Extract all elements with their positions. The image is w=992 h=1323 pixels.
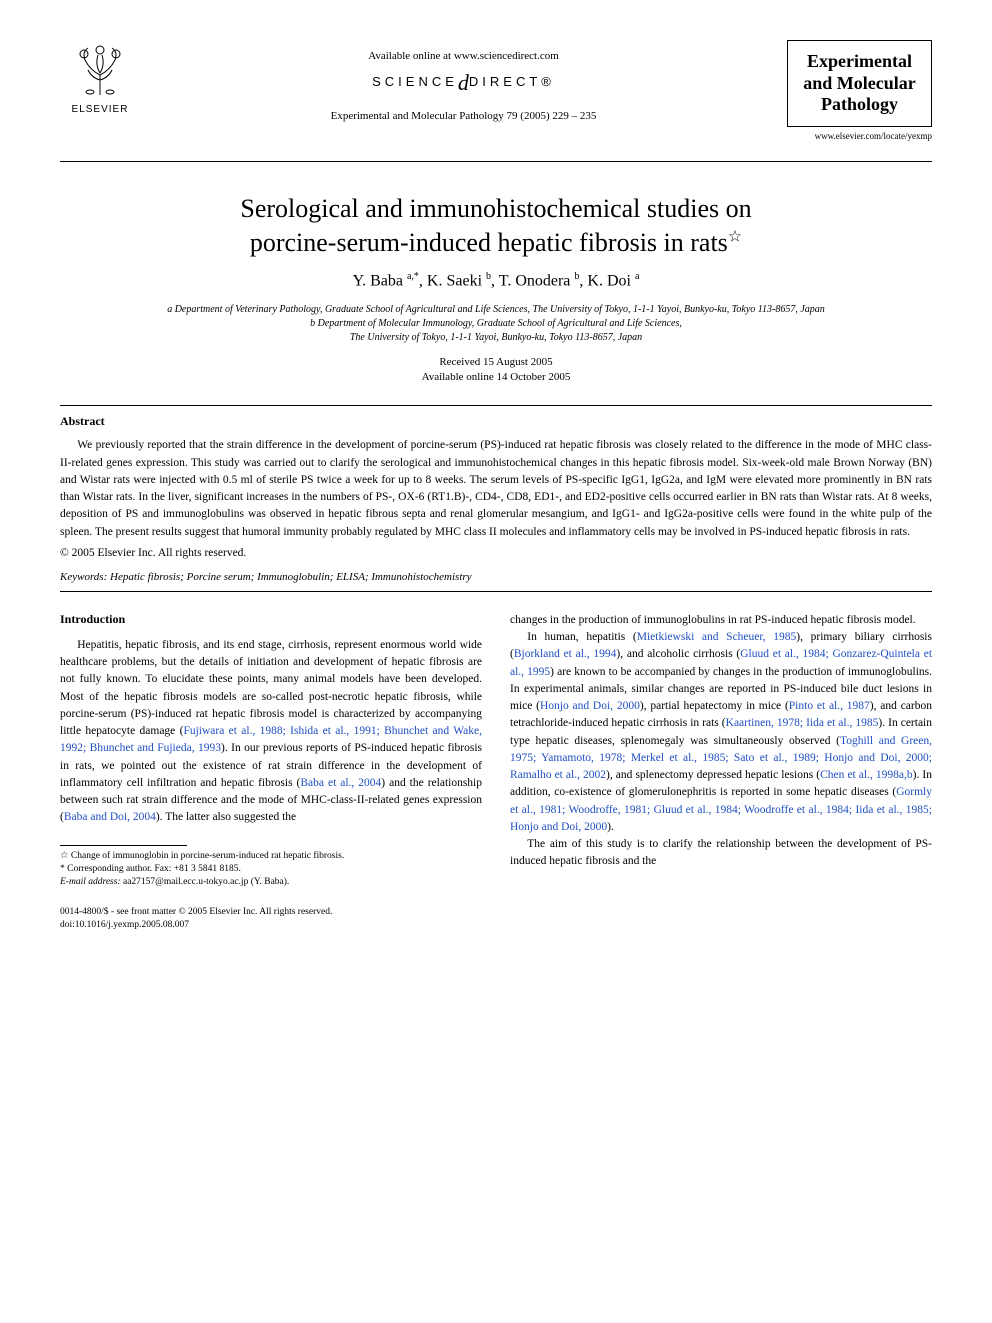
journal-reference: Experimental and Molecular Pathology 79 … xyxy=(140,110,787,122)
title-rule xyxy=(60,405,932,406)
citation-4[interactable]: Mietkiewski and Scheuer, 1985 xyxy=(637,631,797,643)
journal-box-line1: Experimental xyxy=(794,51,925,73)
abstract-rule xyxy=(60,591,932,592)
keywords-line: Keywords: Hepatic fibrosis; Porcine seru… xyxy=(60,571,932,583)
sciencedirect-logo: SCIENCEdDIRECT® xyxy=(140,70,787,96)
keywords-label: Keywords: xyxy=(60,571,107,583)
authors-line: Y. Baba a,*, K. Saeki b, T. Onodera b, K… xyxy=(60,271,932,290)
sciencedirect-at-icon: d xyxy=(458,70,469,95)
affiliation-b-2: The University of Tokyo, 1-1-1 Yayoi, Bu… xyxy=(60,331,932,345)
c2p1-post: ). xyxy=(607,821,614,833)
email-address: aa27157@mail.ecc.u-tokyo.ac.jp (Y. Baba)… xyxy=(121,877,290,887)
c2p1-m7: ), and splenectomy depressed hepatic les… xyxy=(606,769,820,781)
affiliations: a Department of Veterinary Pathology, Gr… xyxy=(60,303,932,345)
intro-para-1: Hepatitis, hepatic fibrosis, and its end… xyxy=(60,637,482,827)
body-columns: Introduction Hepatitis, hepatic fibrosis… xyxy=(60,612,932,932)
col2-continuation: changes in the production of immunoglobu… xyxy=(510,612,932,629)
column-right: changes in the production of immunoglobu… xyxy=(510,612,932,932)
abstract-text: We previously reported that the strain d… xyxy=(60,437,932,541)
citation-9[interactable]: Kaartinen, 1978; Iida et al., 1985 xyxy=(726,717,879,729)
p1-pre: Hepatitis, hepatic fibrosis, and its end… xyxy=(60,639,482,737)
footnote-corresponding: * Corresponding author. Fax: +81 3 5841 … xyxy=(60,863,482,876)
affiliation-a: a Department of Veterinary Pathology, Gr… xyxy=(60,303,932,317)
journal-box-wrap: Experimental and Molecular Pathology www… xyxy=(787,40,932,141)
column-left: Introduction Hepatitis, hepatic fibrosis… xyxy=(60,612,482,932)
article-title: Serological and immunohistochemical stud… xyxy=(100,192,892,260)
publisher-name: ELSEVIER xyxy=(60,104,140,115)
footnote-star: ☆ Change of immunoglobin in porcine-seru… xyxy=(60,850,482,863)
elsevier-tree-icon xyxy=(70,40,130,100)
citation-7[interactable]: Honjo and Doi, 2000 xyxy=(540,700,640,712)
journal-url: www.elsevier.com/locate/yexmp xyxy=(787,131,932,141)
title-line1: Serological and immunohistochemical stud… xyxy=(240,194,751,223)
title-footnote-star: ☆ xyxy=(728,228,742,245)
publisher-logo: ELSEVIER xyxy=(60,40,140,115)
col2-para-2: The aim of this study is to clarify the … xyxy=(510,836,932,871)
online-date: Available online 14 October 2005 xyxy=(60,370,932,385)
journal-box-line2: and Molecular xyxy=(794,73,925,95)
email-label: E-mail address: xyxy=(60,877,121,887)
citation-2[interactable]: Baba et al., 2004 xyxy=(300,777,381,789)
p1-post: ). The latter also suggested the xyxy=(156,811,296,823)
available-online-text: Available online at www.sciencedirect.co… xyxy=(140,50,787,62)
c2p1-m4: ), partial hepatectomy in mice ( xyxy=(640,700,789,712)
doi-line: doi:10.1016/j.yexmp.2005.08.007 xyxy=(60,919,482,932)
footnote-email: E-mail address: aa27157@mail.ecc.u-tokyo… xyxy=(60,876,482,889)
title-line2: porcine-serum-induced hepatic fibrosis i… xyxy=(250,228,728,257)
header-center: Available online at www.sciencedirect.co… xyxy=(140,40,787,122)
journal-title-box: Experimental and Molecular Pathology xyxy=(787,40,932,127)
citation-5[interactable]: Bjorkland et al., 1994 xyxy=(514,648,617,660)
c2p1-m2: ), and alcoholic cirrhosis ( xyxy=(616,648,740,660)
citation-3[interactable]: Baba and Doi, 2004 xyxy=(64,811,156,823)
footer-meta: 0014-4800/$ - see front matter © 2005 El… xyxy=(60,906,482,933)
introduction-heading: Introduction xyxy=(60,612,482,627)
article-dates: Received 15 August 2005 Available online… xyxy=(60,355,932,386)
sciencedirect-pre: SCIENCE xyxy=(372,74,458,89)
abstract-copyright: © 2005 Elsevier Inc. All rights reserved… xyxy=(60,547,932,559)
front-matter-line: 0014-4800/$ - see front matter © 2005 El… xyxy=(60,906,482,919)
header-rule xyxy=(60,161,932,162)
citation-11[interactable]: Chen et al., 1998a,b xyxy=(820,769,913,781)
c2p1-pre: In human, hepatitis ( xyxy=(527,631,637,643)
sciencedirect-post: DIRECT® xyxy=(469,74,555,89)
citation-8[interactable]: Pinto et al., 1987 xyxy=(789,700,870,712)
page-header: ELSEVIER Available online at www.science… xyxy=(60,40,932,141)
keywords-text: Hepatic fibrosis; Porcine serum; Immunog… xyxy=(107,571,471,583)
journal-box-line3: Pathology xyxy=(794,94,925,116)
affiliation-b-1: b Department of Molecular Immunology, Gr… xyxy=(60,317,932,331)
received-date: Received 15 August 2005 xyxy=(60,355,932,370)
col2-para-1: In human, hepatitis (Mietkiewski and Sch… xyxy=(510,629,932,836)
abstract-heading: Abstract xyxy=(60,414,932,429)
